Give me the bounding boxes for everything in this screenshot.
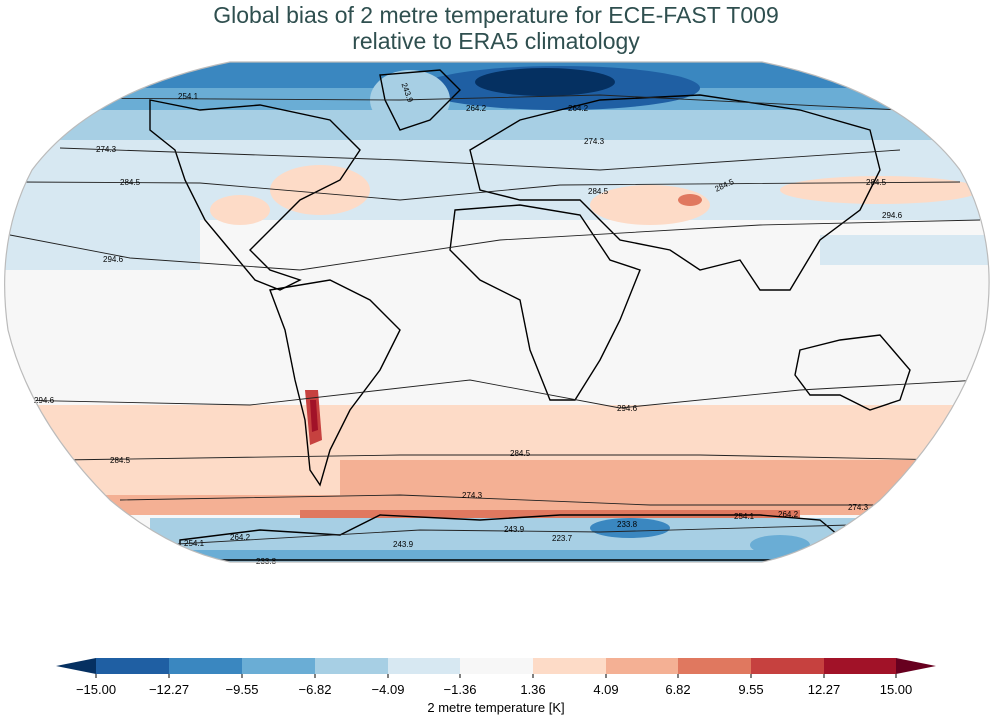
contour-lines xyxy=(9,94,981,546)
chart-title-line1: Global bias of 2 metre temperature for E… xyxy=(213,2,779,28)
colorbar-tick-label: −12.27 xyxy=(148,682,190,697)
colorbar-tick-label: 12.27 xyxy=(807,682,841,697)
svg-text:254.1: 254.1 xyxy=(734,512,755,521)
svg-text:223.7: 223.7 xyxy=(552,534,573,543)
colorbar-tick-label: −6.82 xyxy=(298,682,332,697)
colorbar-tick-label: −9.55 xyxy=(225,682,259,697)
svg-text:274.3: 274.3 xyxy=(96,145,117,154)
coastlines xyxy=(149,69,911,561)
svg-text:284.5: 284.5 xyxy=(510,449,531,458)
svg-text:243.9: 243.9 xyxy=(504,525,525,534)
svg-text:254.1: 254.1 xyxy=(184,539,205,548)
global-bias-map: 254.1 243.9 264.2 264.2 274.3 274.3 284.… xyxy=(4,61,990,566)
svg-text:294.6: 294.6 xyxy=(103,255,124,264)
svg-text:294.6: 294.6 xyxy=(34,396,55,405)
svg-text:284.5: 284.5 xyxy=(866,178,887,187)
chart-title-line2: relative to ERA5 climatology xyxy=(352,28,640,54)
colorbar-tick-label: −15.00 xyxy=(75,682,117,697)
svg-text:284.5: 284.5 xyxy=(120,178,141,187)
svg-text:264.2: 264.2 xyxy=(230,533,251,542)
map-boundary xyxy=(4,61,990,563)
colorbar-extend-low xyxy=(56,658,96,674)
svg-text:284.5: 284.5 xyxy=(110,456,131,465)
svg-text:294.6: 294.6 xyxy=(882,211,903,220)
svg-text:284.5: 284.5 xyxy=(588,187,609,196)
svg-text:264.2: 264.2 xyxy=(466,104,487,113)
svg-text:274.3: 274.3 xyxy=(462,491,483,500)
colorbar-tick-label: 4.09 xyxy=(593,682,619,697)
svg-text:243.9: 243.9 xyxy=(393,540,414,549)
colorbar-extend-high xyxy=(896,658,936,674)
svg-text:274.3: 274.3 xyxy=(848,503,869,512)
colorbar-tick-label: 9.55 xyxy=(738,682,764,697)
colorbar xyxy=(56,658,936,678)
svg-text:264.2: 264.2 xyxy=(568,104,589,113)
contour-labels: 254.1 243.9 264.2 264.2 274.3 274.3 284.… xyxy=(34,82,903,566)
colorbar-tick-label: 15.00 xyxy=(879,682,913,697)
svg-text:264.2: 264.2 xyxy=(778,510,799,519)
svg-text:254.1: 254.1 xyxy=(178,92,199,101)
colorbar-tick-label: 6.82 xyxy=(665,682,691,697)
svg-text:294.6: 294.6 xyxy=(617,404,638,413)
colorbar-tick-label: 1.36 xyxy=(520,682,546,697)
colorbar-title: 2 metre temperature [K] xyxy=(427,700,565,715)
svg-text:274.3: 274.3 xyxy=(584,137,605,146)
svg-text:233.8: 233.8 xyxy=(617,520,638,529)
colorbar-tick-label: −1.36 xyxy=(443,682,477,697)
chart-title: Global bias of 2 metre temperature for E… xyxy=(0,2,992,54)
colorbar-tick-label: −4.09 xyxy=(371,682,405,697)
